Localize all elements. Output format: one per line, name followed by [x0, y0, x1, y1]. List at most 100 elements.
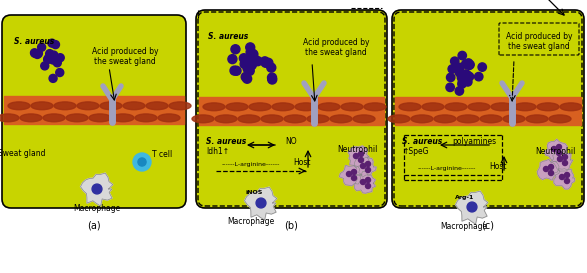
Circle shape: [56, 69, 64, 76]
Circle shape: [240, 60, 249, 69]
Ellipse shape: [238, 115, 260, 123]
Polygon shape: [245, 187, 277, 220]
Circle shape: [268, 73, 276, 82]
Text: Host: Host: [294, 158, 311, 167]
Bar: [199, 97, 384, 125]
Ellipse shape: [284, 115, 306, 123]
FancyBboxPatch shape: [196, 10, 387, 208]
Ellipse shape: [112, 114, 134, 122]
Circle shape: [241, 72, 250, 81]
Circle shape: [239, 54, 248, 63]
Circle shape: [458, 80, 466, 88]
Circle shape: [248, 55, 257, 64]
Ellipse shape: [100, 102, 122, 110]
Circle shape: [53, 59, 61, 67]
Circle shape: [455, 87, 464, 95]
Circle shape: [461, 60, 470, 68]
Circle shape: [448, 65, 457, 73]
Circle shape: [248, 49, 257, 58]
Circle shape: [35, 49, 42, 58]
Bar: [395, 97, 581, 125]
Text: ------L-arginine------: ------L-arginine------: [222, 162, 280, 167]
Circle shape: [559, 174, 565, 180]
Circle shape: [246, 48, 255, 57]
Ellipse shape: [457, 115, 479, 123]
Ellipse shape: [43, 114, 65, 122]
Ellipse shape: [192, 115, 214, 123]
Text: (a): (a): [87, 220, 101, 230]
Circle shape: [254, 57, 262, 66]
Circle shape: [544, 167, 548, 171]
Circle shape: [456, 63, 464, 72]
Circle shape: [248, 53, 258, 62]
Circle shape: [249, 50, 258, 59]
Circle shape: [46, 50, 53, 58]
Circle shape: [465, 72, 474, 81]
Ellipse shape: [203, 103, 225, 111]
Circle shape: [232, 66, 241, 75]
Polygon shape: [537, 159, 560, 180]
Ellipse shape: [445, 103, 467, 111]
Circle shape: [31, 49, 39, 57]
Ellipse shape: [215, 115, 237, 123]
Ellipse shape: [503, 115, 525, 123]
Circle shape: [451, 57, 459, 66]
Polygon shape: [354, 157, 376, 177]
Polygon shape: [348, 146, 369, 167]
Ellipse shape: [146, 102, 168, 110]
Circle shape: [346, 171, 352, 177]
Circle shape: [49, 56, 57, 64]
Ellipse shape: [330, 115, 352, 123]
Circle shape: [366, 167, 370, 173]
Circle shape: [261, 58, 270, 67]
Ellipse shape: [364, 103, 386, 111]
Circle shape: [465, 61, 474, 70]
Text: NO: NO: [285, 137, 297, 146]
Circle shape: [264, 58, 273, 67]
Circle shape: [246, 56, 255, 65]
Circle shape: [461, 71, 470, 79]
Circle shape: [467, 202, 477, 212]
Text: Acid produced by
the sweat gland: Acid produced by the sweat gland: [506, 32, 572, 51]
Circle shape: [458, 51, 467, 60]
Text: (b): (b): [284, 220, 298, 230]
Ellipse shape: [261, 115, 283, 123]
Circle shape: [230, 66, 239, 75]
Circle shape: [43, 56, 52, 64]
Polygon shape: [551, 151, 573, 171]
Text: S. aureus: S. aureus: [402, 137, 442, 146]
Circle shape: [447, 73, 455, 82]
Ellipse shape: [549, 115, 571, 123]
Text: ldh1↑: ldh1↑: [206, 147, 229, 156]
Ellipse shape: [295, 103, 317, 111]
Text: Neutrophil: Neutrophil: [337, 145, 377, 154]
Text: Neutrophil: Neutrophil: [535, 147, 575, 156]
Text: Acid produced by
the sweat gland: Acid produced by the sweat gland: [303, 38, 369, 57]
Ellipse shape: [307, 115, 329, 123]
FancyBboxPatch shape: [392, 10, 584, 208]
Circle shape: [138, 158, 146, 166]
Circle shape: [92, 184, 102, 194]
Ellipse shape: [318, 103, 340, 111]
Circle shape: [562, 161, 568, 165]
Ellipse shape: [514, 103, 536, 111]
Circle shape: [556, 150, 562, 156]
Circle shape: [360, 179, 366, 185]
Text: Acid produced by
the sweat gland: Acid produced by the sweat gland: [92, 47, 158, 66]
Ellipse shape: [249, 103, 271, 111]
Bar: [4, 96, 184, 124]
Circle shape: [228, 55, 237, 64]
Circle shape: [464, 78, 472, 86]
Ellipse shape: [8, 102, 30, 110]
Ellipse shape: [480, 115, 502, 123]
Circle shape: [562, 155, 568, 159]
Text: Sweat gland: Sweat gland: [0, 149, 46, 158]
Circle shape: [458, 78, 467, 86]
Circle shape: [565, 173, 569, 177]
Ellipse shape: [411, 115, 433, 123]
Circle shape: [548, 164, 554, 170]
Circle shape: [49, 74, 57, 82]
Text: iNOS: iNOS: [245, 190, 263, 195]
Ellipse shape: [388, 115, 410, 123]
Ellipse shape: [526, 115, 548, 123]
